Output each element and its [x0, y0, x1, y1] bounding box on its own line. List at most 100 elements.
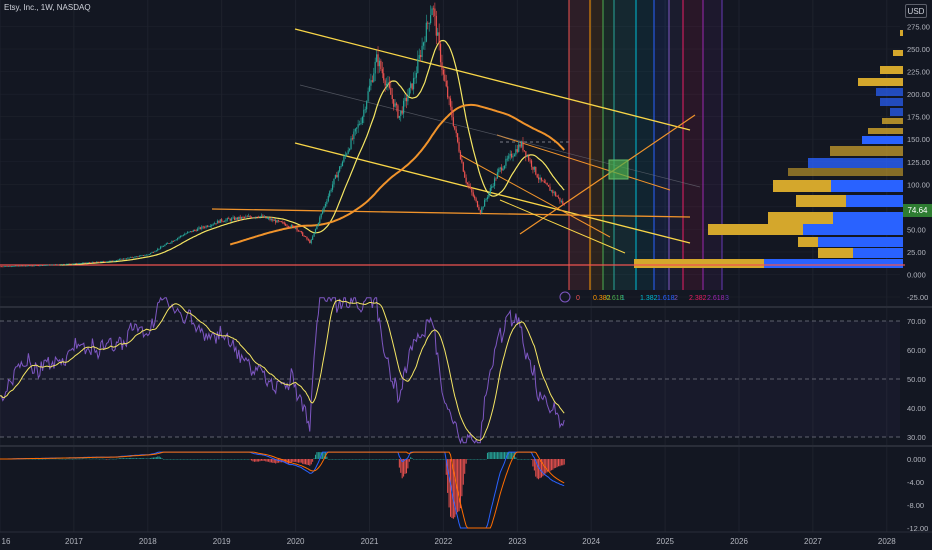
histogram-bar	[400, 459, 402, 473]
candle-body	[171, 241, 173, 243]
histogram-bar	[128, 458, 130, 459]
histogram-bar	[302, 459, 304, 464]
candle-body	[94, 262, 96, 263]
histogram-bar	[501, 452, 503, 459]
histogram-bar	[73, 458, 75, 460]
candle-body	[488, 192, 490, 198]
price-axis[interactable]: 275.00 250.00 225.00 200.00 175.00 150.00 125.…	[907, 23, 930, 302]
histogram-bar	[435, 459, 437, 460]
candle-body	[228, 218, 230, 219]
histogram-bar	[255, 459, 257, 462]
candle-body	[336, 175, 338, 178]
candle-body	[15, 265, 17, 267]
candle-body	[110, 260, 112, 262]
histogram-bar	[158, 456, 160, 459]
candle-body	[175, 239, 177, 241]
histogram-bar	[492, 452, 494, 459]
histogram-bar	[70, 458, 72, 460]
candle-body	[47, 264, 49, 266]
candle-body	[501, 167, 503, 171]
osc-tick-label: 40.00	[907, 404, 926, 413]
candle-body	[387, 82, 389, 84]
histogram-bar	[545, 459, 547, 474]
candle-body	[40, 265, 42, 266]
time-axis[interactable]: 16 2017 2018 2019 2020 2021 2022 2023 2024 2025 20…	[2, 537, 897, 546]
histogram-bar	[44, 458, 46, 460]
histogram-bar	[195, 459, 197, 460]
osc-tick-label: 60.00	[907, 346, 926, 355]
candle-body	[272, 219, 274, 221]
candle-body	[334, 175, 336, 179]
histogram-bar	[138, 458, 140, 459]
candle-body	[314, 229, 317, 233]
candle-body	[449, 98, 452, 107]
candle-body	[400, 110, 402, 116]
currency-button[interactable]: USD	[905, 4, 927, 18]
histogram-bar	[404, 459, 406, 474]
histogram-bar	[540, 459, 542, 478]
histogram-bar	[263, 459, 265, 461]
histogram-bar	[36, 458, 38, 460]
histogram-bar	[59, 458, 61, 460]
histogram-bar	[69, 458, 71, 460]
candle-body	[30, 265, 32, 267]
candle-body	[489, 188, 491, 193]
candle-body	[356, 127, 358, 129]
candle-body	[310, 239, 312, 244]
histogram-bar	[343, 459, 345, 460]
oscillator-axis[interactable]: 70.00 60.00 50.00 40.00 30.00	[907, 317, 926, 442]
histogram-bar	[293, 459, 295, 463]
candle-body	[404, 97, 406, 101]
candle-body	[221, 219, 223, 222]
candle-body	[144, 255, 146, 257]
time-tick-label: 2028	[878, 537, 896, 546]
osc-tick-label: 70.00	[907, 317, 926, 326]
histogram-bar	[307, 459, 309, 466]
oscillator-pane	[0, 296, 900, 445]
candle-body	[225, 219, 227, 222]
candle-body	[431, 8, 433, 16]
histogram-bar	[54, 458, 56, 460]
candle-body	[292, 225, 294, 226]
osc-tick-label: 30.00	[907, 433, 926, 442]
histogram-axis[interactable]: 0.000 -4.00 -8.00 -12.00	[907, 455, 928, 533]
candle-body	[465, 177, 467, 183]
lightning-icon[interactable]	[559, 291, 571, 303]
histogram-bar	[269, 459, 271, 463]
candle-body	[113, 260, 115, 262]
candle-body	[179, 235, 182, 238]
histogram-bar	[309, 459, 311, 466]
histogram-bar	[238, 459, 240, 460]
symbol-title[interactable]: Etsy, Inc., 1W, NASDAQ	[4, 3, 91, 12]
histogram-bar	[310, 459, 312, 465]
histogram-bar	[218, 459, 220, 460]
histogram-bar	[40, 458, 42, 460]
histogram-bar	[256, 459, 258, 462]
histogram-bar	[225, 459, 227, 460]
candle-body	[127, 257, 129, 259]
candle-body	[115, 260, 118, 261]
candle-body	[434, 8, 436, 16]
candle-body	[306, 236, 308, 240]
candle-body	[351, 138, 354, 140]
candle-body	[457, 133, 459, 142]
candle-body	[246, 216, 248, 218]
fib-label: 0	[576, 295, 580, 302]
histogram-bar	[46, 458, 48, 460]
candle-body	[326, 201, 328, 204]
candle-body	[518, 144, 520, 152]
histogram-bar	[265, 459, 267, 462]
histogram-bar	[224, 459, 226, 460]
fib-label: 1	[621, 295, 625, 302]
candle-body	[245, 216, 247, 218]
histogram-bar	[488, 452, 490, 459]
candle-body	[324, 203, 327, 207]
candle-body	[253, 217, 255, 219]
candle-body	[213, 223, 216, 225]
candle-body	[556, 195, 558, 197]
histogram-bar	[533, 459, 535, 471]
candle-body	[64, 264, 66, 266]
candle-body	[19, 265, 21, 267]
histogram-bar	[130, 457, 132, 459]
